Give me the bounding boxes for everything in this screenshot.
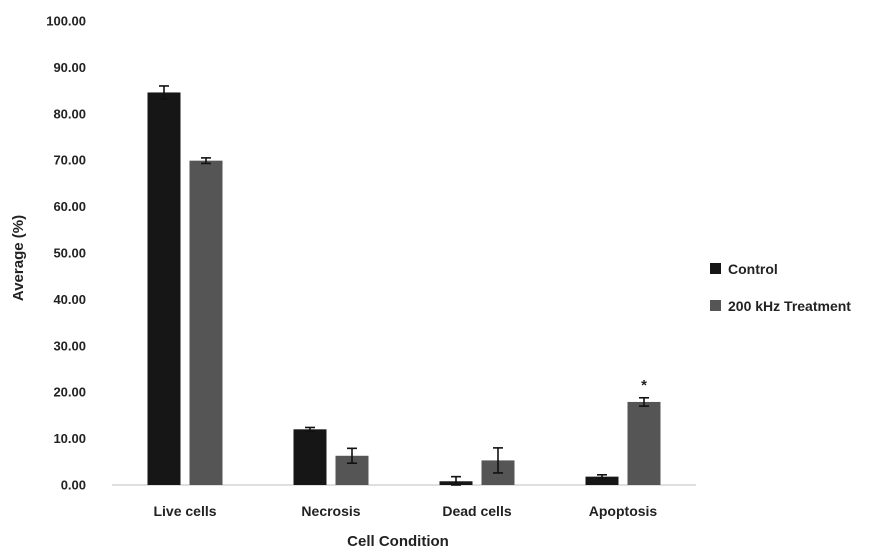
y-tick-label: 20.00 [53,385,86,400]
y-axis-ticks: 0.00 10.00 20.00 30.00 40.00 50.00 60.00 70.00 8… [46,14,86,493]
y-tick-label: 90.00 [53,60,86,75]
x-tick-label: Apoptosis [589,503,658,519]
y-tick-label: 30.00 [53,338,86,353]
bar [189,160,223,485]
error-bar [159,85,169,100]
significance-marker: * [641,377,647,394]
legend-swatch [710,300,721,311]
x-tick-label: Dead cells [442,503,511,519]
y-tick-label: 100.00 [46,14,86,29]
y-axis-title: Average (%) [10,215,27,301]
legend-label: 200 kHz Treatment [728,298,851,314]
x-axis-title: Cell Condition [347,533,449,550]
y-tick-label: 40.00 [53,292,86,307]
legend-item: Control [710,261,778,277]
error-bar [201,157,211,165]
legend-label: Control [728,261,778,277]
y-tick-label: 0.00 [61,478,86,493]
y-tick-label: 60.00 [53,199,86,214]
error-bar [493,447,503,474]
bars: * [147,85,661,486]
y-tick-label: 70.00 [53,153,86,168]
error-bar [639,396,649,407]
legend: Control 200 kHz Treatment [710,261,851,314]
bar [627,401,661,485]
error-bar [597,473,607,480]
error-bar [347,447,357,464]
bar [293,429,327,485]
x-axis-categories: Live cells Necrosis Dead cells Apoptosis [153,503,657,519]
x-tick-label: Necrosis [301,503,360,519]
bar [147,92,181,486]
legend-swatch [710,263,721,274]
y-tick-label: 80.00 [53,106,86,121]
error-bar [451,475,461,486]
y-tick-label: 10.00 [53,431,86,446]
bar [585,476,619,485]
error-bar [305,426,315,432]
x-tick-label: Live cells [153,503,216,519]
legend-item: 200 kHz Treatment [710,298,851,314]
y-tick-label: 50.00 [53,246,86,261]
